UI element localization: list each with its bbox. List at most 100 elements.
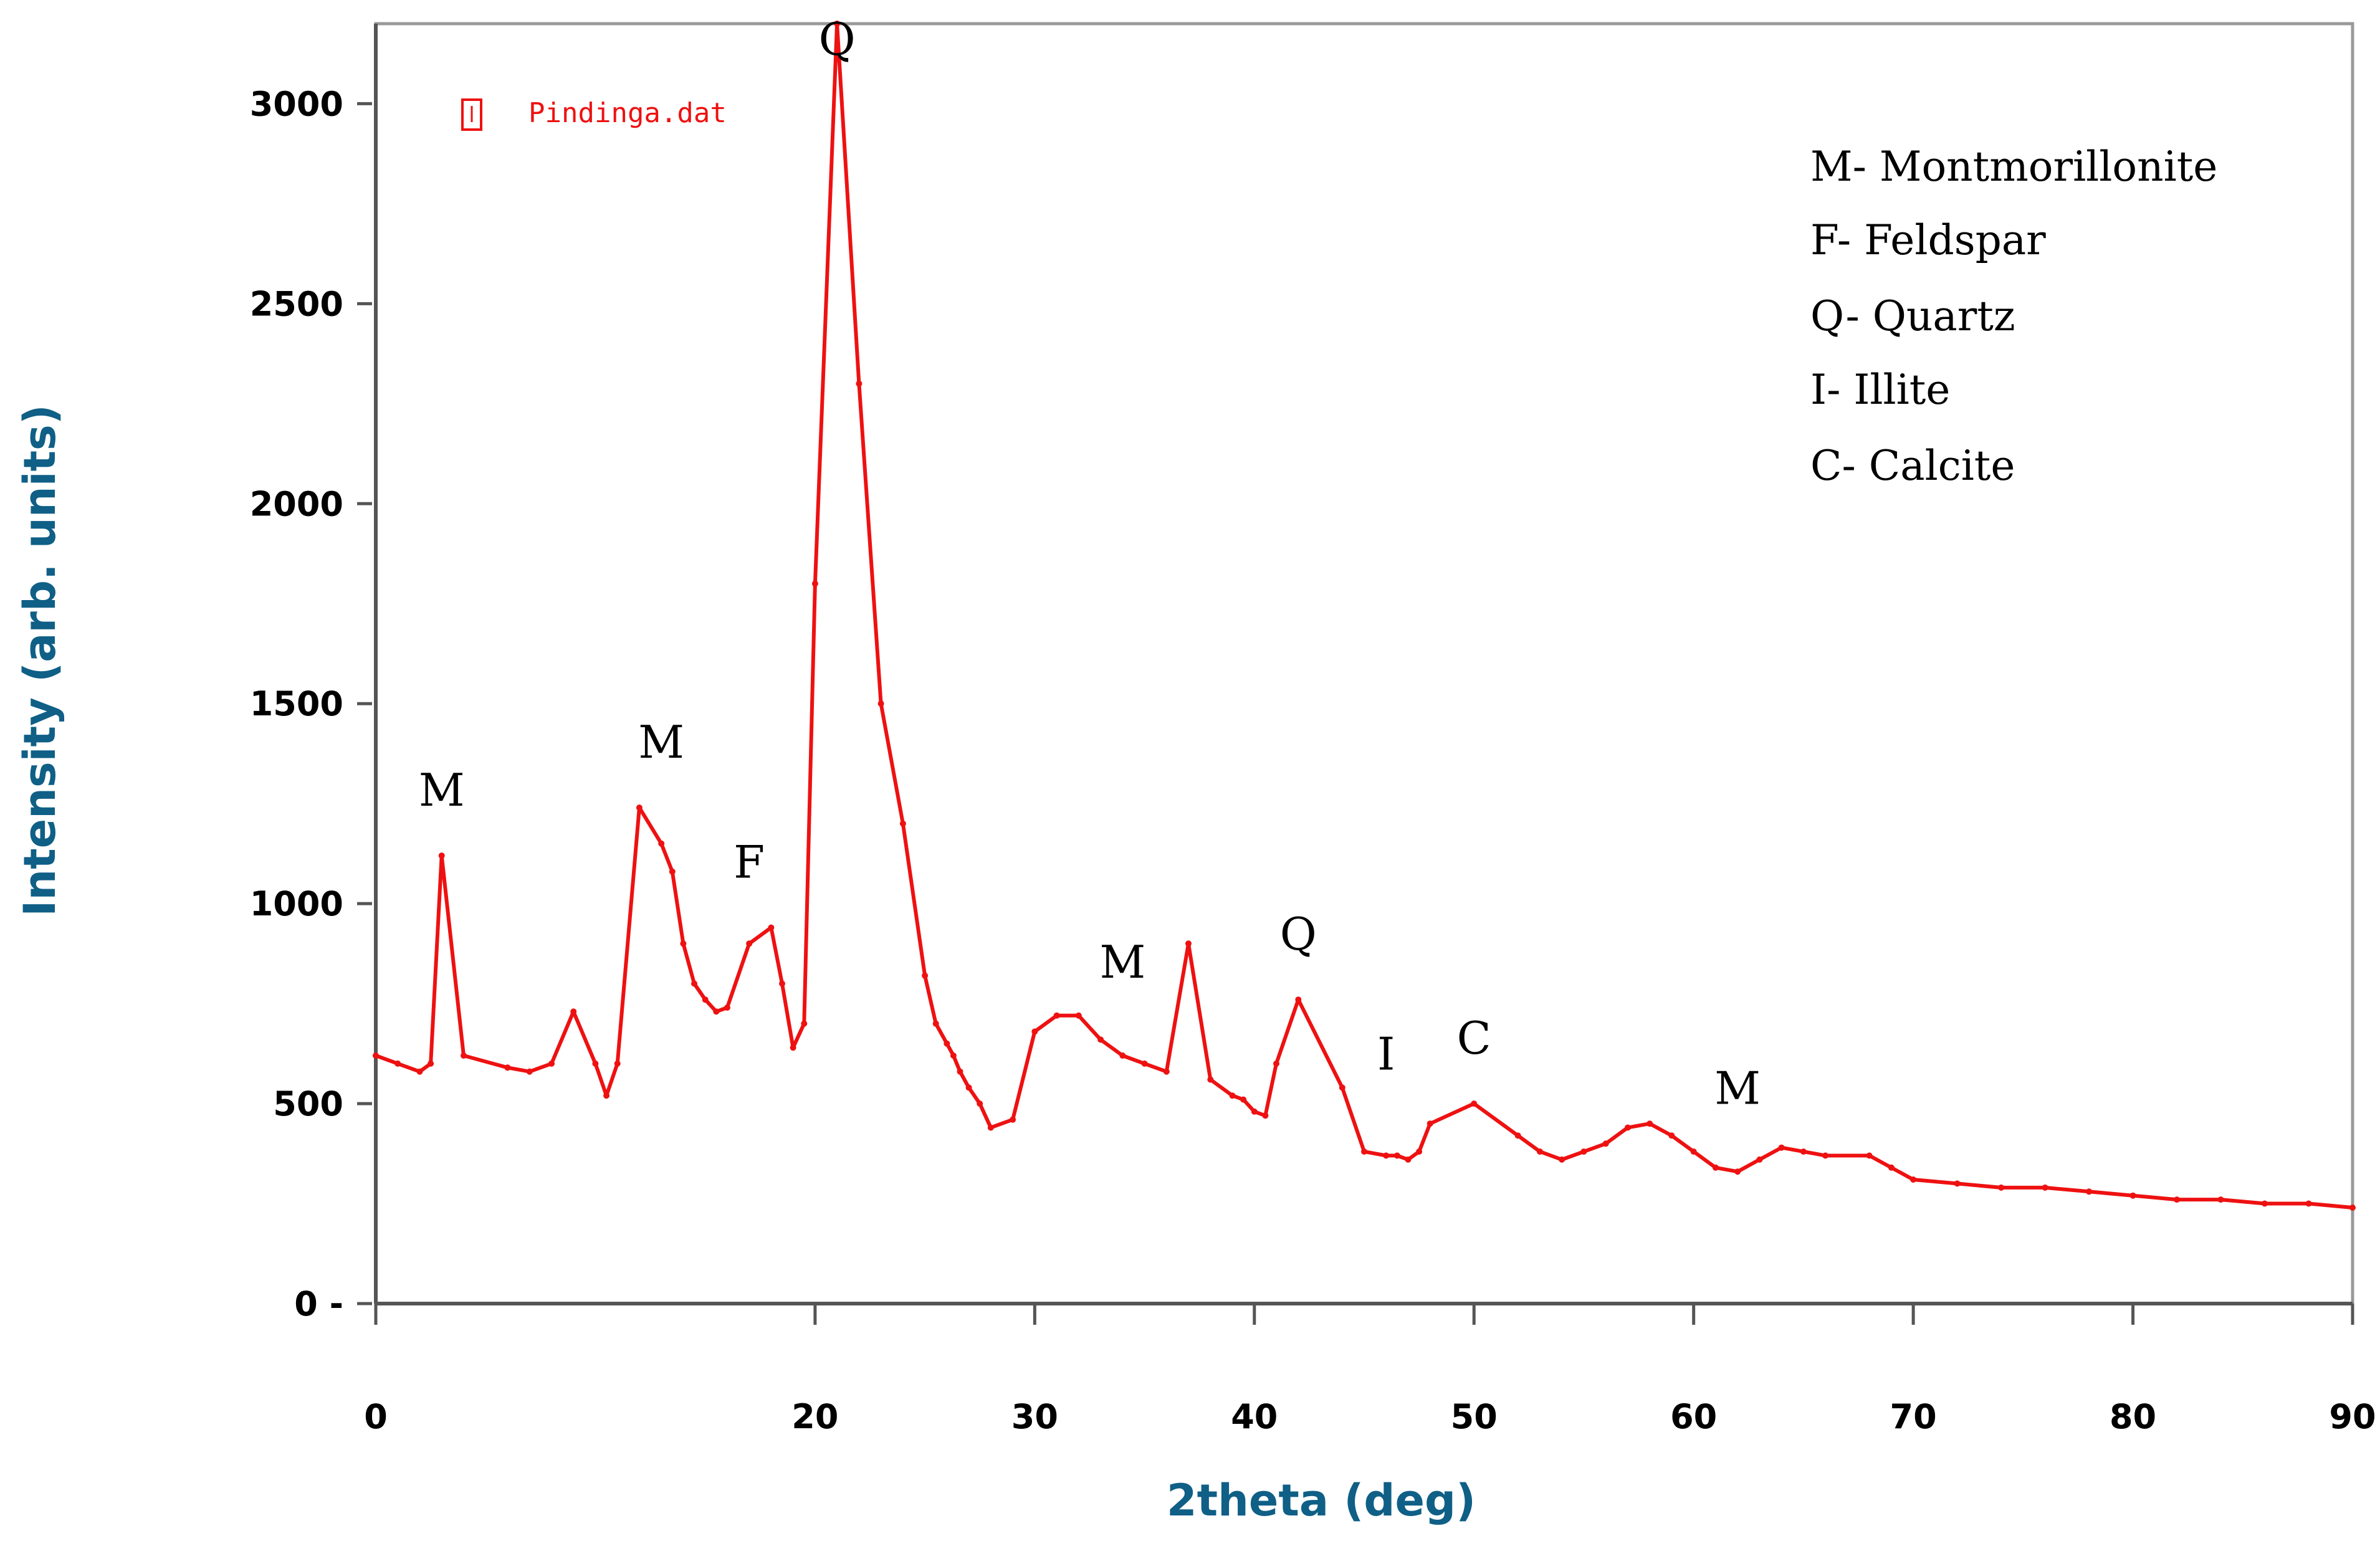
data-point: [1580, 1148, 1587, 1155]
data-point: [950, 1052, 957, 1059]
data-point: [1416, 1148, 1423, 1155]
data-point: [438, 852, 445, 859]
data-point: [1339, 1084, 1345, 1091]
x-tick-label: 60: [1670, 1397, 1717, 1436]
data-point: [2262, 1200, 2268, 1207]
data-point: [1097, 1036, 1104, 1043]
mineral-legend-item: M- Montmorillonite: [1810, 143, 2217, 191]
data-point: [2174, 1196, 2180, 1203]
data-point: [669, 868, 676, 875]
data-point: [1229, 1092, 1236, 1099]
x-tick-label: 40: [1231, 1397, 1278, 1436]
data-point: [526, 1068, 533, 1075]
series-layer: [373, 21, 2356, 1211]
y-axis-title: Intensity (arb. units): [14, 404, 65, 916]
data-point: [1690, 1148, 1697, 1155]
data-point: [1602, 1140, 1609, 1147]
data-point: [702, 996, 709, 1003]
data-point: [1668, 1132, 1675, 1139]
data-point: [2086, 1188, 2093, 1195]
data-point: [2217, 1196, 2224, 1203]
y-tick-label: 0 -: [294, 1284, 343, 1324]
data-point: [1800, 1148, 1807, 1155]
data-point: [1119, 1052, 1126, 1059]
data-point: [801, 1020, 808, 1027]
data-point: [1240, 1096, 1247, 1103]
data-point: [1075, 1012, 1082, 1019]
peak-label: Q: [1280, 908, 1317, 960]
mineral-legend-item: I- Illite: [1810, 366, 1950, 414]
data-point: [1471, 1100, 1478, 1107]
y-tick-label: 1500: [250, 684, 343, 723]
data-point: [1207, 1076, 1214, 1083]
series-legend-marker: [461, 98, 482, 131]
data-point: [1141, 1060, 1148, 1067]
data-point: [1010, 1116, 1016, 1123]
y-tick-label: 1000: [250, 884, 343, 923]
data-point: [790, 1044, 796, 1051]
x-axis-title: 2theta (deg): [1167, 1475, 1476, 1526]
data-point: [658, 840, 665, 847]
data-point: [603, 1092, 610, 1099]
data-point: [1163, 1068, 1170, 1075]
data-point: [1251, 1108, 1258, 1115]
y-axis-ticks: 0 - 500 1000 1500 2000 2500 3000: [250, 84, 372, 1324]
series-line: [375, 22, 2353, 1209]
data-point: [724, 1004, 730, 1011]
peak-label: M: [1099, 936, 1145, 988]
data-point: [1866, 1152, 1873, 1159]
data-point: [899, 820, 906, 827]
data-point: [1262, 1112, 1269, 1119]
data-point: [394, 1060, 401, 1067]
x-tick-label: 0: [364, 1397, 388, 1436]
data-point: [373, 1052, 379, 1059]
data-point: [1427, 1120, 1433, 1127]
series-legend: Pindinga.dat: [461, 97, 727, 131]
plot-frame: [374, 22, 2354, 1305]
data-point: [461, 1052, 467, 1059]
x-tick-label: 50: [1451, 1397, 1498, 1436]
series-legend-label: Pindinga.dat: [528, 97, 727, 129]
mineral-legend-item: F- Feldspar: [1810, 216, 2046, 264]
data-point: [1361, 1148, 1367, 1155]
x-tick-label: 90: [2329, 1397, 2376, 1436]
data-point: [2042, 1184, 2048, 1191]
data-point: [1053, 1012, 1060, 1019]
data-point: [1778, 1144, 1785, 1151]
data-point: [614, 1060, 621, 1067]
data-point: [1998, 1184, 2005, 1191]
data-point: [1273, 1060, 1279, 1067]
mineral-legend: M- Montmorillonite F- Feldspar Q- Quartz…: [1810, 143, 2217, 490]
peak-label: M: [419, 764, 465, 816]
data-point: [1031, 1028, 1038, 1035]
y-tick-label: 3000: [250, 84, 343, 123]
x-tick-label: 30: [1011, 1397, 1058, 1436]
mineral-legend-item: C- Calcite: [1810, 442, 2015, 490]
data-point: [1888, 1164, 1895, 1171]
peak-label: C: [1457, 1012, 1491, 1064]
data-point: [779, 980, 785, 987]
data-point: [1646, 1120, 1653, 1127]
data-point: [957, 1068, 963, 1075]
peak-label: M: [638, 716, 684, 768]
data-point: [834, 21, 841, 27]
data-point: [856, 380, 863, 387]
data-point: [1624, 1124, 1631, 1131]
y-tick-label: 2500: [250, 284, 343, 323]
data-point: [2129, 1192, 2136, 1199]
data-point: [713, 1008, 720, 1015]
data-point: [977, 1100, 983, 1107]
y-tick-label: 2000: [250, 484, 343, 523]
data-point: [570, 1008, 577, 1015]
data-point: [2349, 1205, 2356, 1211]
data-point: [2305, 1200, 2312, 1207]
data-point: [987, 1124, 994, 1131]
data-point: [1393, 1152, 1400, 1159]
data-point: [1910, 1176, 1917, 1183]
peak-label: Q: [819, 13, 856, 65]
data-point: [1185, 940, 1192, 947]
data-point: [1405, 1156, 1412, 1163]
data-point: [922, 972, 929, 979]
data-point: [504, 1064, 511, 1071]
